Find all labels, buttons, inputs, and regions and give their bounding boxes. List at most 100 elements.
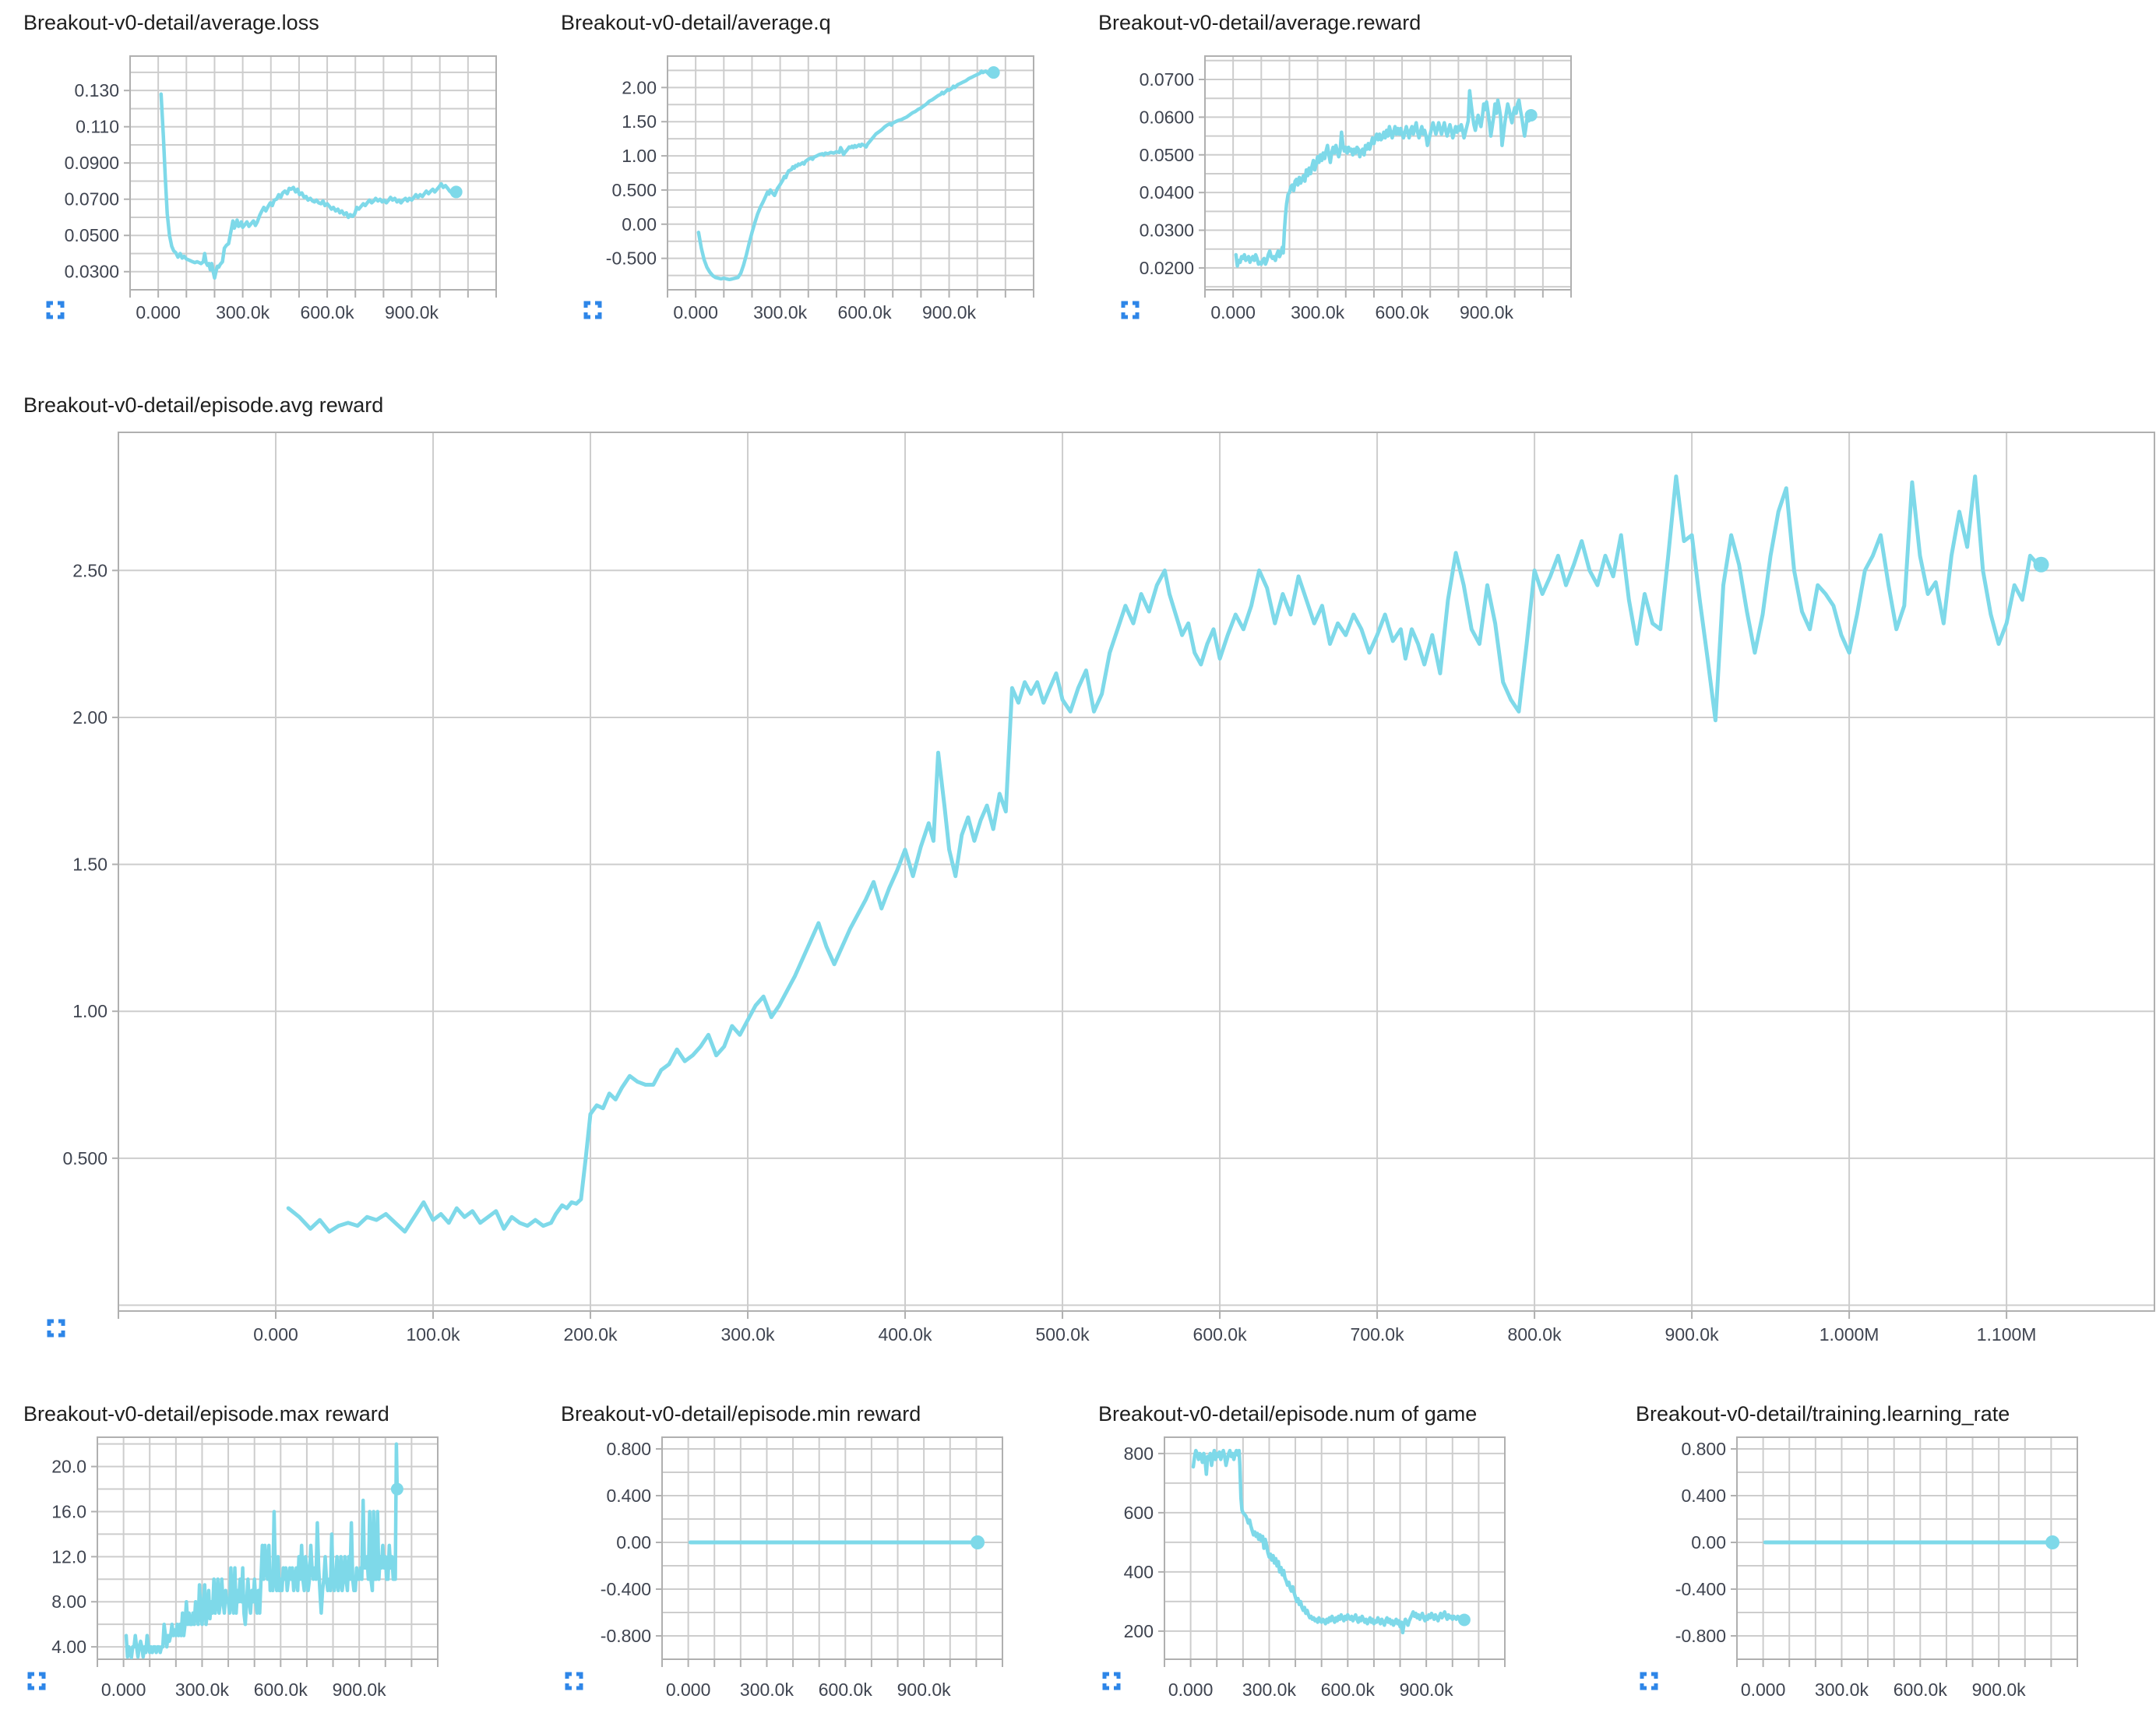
svg-text:1.00: 1.00 [622,146,657,166]
svg-text:0.800: 0.800 [1681,1439,1726,1459]
svg-text:900.0k: 900.0k [1400,1679,1454,1700]
svg-text:0.400: 0.400 [606,1486,651,1506]
expand-icon[interactable] [1101,1671,1122,1691]
svg-text:0.0300: 0.0300 [1140,220,1194,241]
svg-text:300.0k: 300.0k [1291,302,1345,322]
expand-icon[interactable] [45,300,65,320]
svg-text:600.0k: 600.0k [1321,1679,1376,1700]
svg-text:1.00: 1.00 [72,1001,107,1021]
plot-training-learning-rate: 0.000 300.0k 600.0k 900.0k 0.800 0.400 0.00 -0.… [1675,1436,2078,1700]
svg-text:900.0k: 900.0k [1665,1324,1720,1345]
svg-text:300.0k: 300.0k [1242,1679,1297,1700]
plot-average-reward: 0.000 300.0k 600.0k 900.0k 0.0700 0.0600 0.050… [1140,55,1572,322]
svg-text:1.50: 1.50 [622,111,657,132]
chart-title: Breakout-v0-detail/episode.avg reward [23,393,384,417]
svg-text:0.00: 0.00 [616,1532,651,1553]
svg-text:300.0k: 300.0k [753,302,808,322]
svg-text:600.0k: 600.0k [301,302,355,322]
svg-text:700.0k: 700.0k [1351,1324,1405,1345]
expand-icon[interactable] [1120,300,1140,320]
expand-icon[interactable] [1639,1671,1659,1691]
svg-text:200: 200 [1124,1621,1154,1641]
svg-text:0.000: 0.000 [673,302,718,322]
svg-text:-0.400: -0.400 [601,1579,651,1599]
svg-text:900.0k: 900.0k [897,1679,952,1700]
svg-text:800.0k: 800.0k [1508,1324,1562,1345]
svg-text:0.0900: 0.0900 [65,153,119,173]
svg-text:0.130: 0.130 [74,80,119,100]
svg-text:900.0k: 900.0k [922,302,977,322]
svg-text:100.0k: 100.0k [406,1324,460,1345]
svg-text:900.0k: 900.0k [1972,1679,2027,1700]
svg-text:-0.800: -0.800 [601,1626,651,1646]
chart-title: Breakout-v0-detail/episode.min reward [561,1402,921,1426]
svg-text:400.0k: 400.0k [879,1324,933,1345]
svg-text:300.0k: 300.0k [1815,1679,1869,1700]
plot-episode-avg-reward: 0.000 100.0k 200.0k 300.0k 400.0k 500.0k 600.0… [62,432,2155,1345]
svg-text:1.50: 1.50 [72,855,107,875]
svg-text:300.0k: 300.0k [740,1679,794,1700]
svg-text:4.00: 4.00 [51,1637,86,1657]
plot-episode-num-of-game: 0.000 300.0k 600.0k 900.0k 800 600 400 200 [1124,1436,1506,1700]
svg-text:0.000: 0.000 [101,1679,146,1700]
svg-text:0.0500: 0.0500 [1140,145,1194,165]
svg-text:600.0k: 600.0k [1376,302,1430,322]
svg-text:900.0k: 900.0k [333,1679,387,1700]
svg-text:600: 600 [1124,1503,1154,1523]
svg-text:600.0k: 600.0k [838,302,893,322]
plot-episode-min-reward: 0.000 300.0k 600.0k 900.0k 0.800 0.400 0.00 -0.… [601,1436,1003,1700]
svg-text:1.100M: 1.100M [1977,1324,2037,1345]
svg-text:8.00: 8.00 [51,1591,86,1612]
expand-icon[interactable] [26,1671,47,1691]
svg-text:-0.800: -0.800 [1675,1626,1726,1646]
chart-title: Breakout-v0-detail/average.q [561,11,831,34]
svg-text:0.000: 0.000 [253,1324,298,1345]
svg-text:0.0200: 0.0200 [1140,258,1194,278]
svg-text:0.000: 0.000 [666,1679,711,1700]
svg-text:0.00: 0.00 [1691,1532,1726,1553]
svg-text:0.110: 0.110 [76,117,119,137]
svg-text:0.0300: 0.0300 [65,262,119,282]
svg-text:20.0: 20.0 [51,1457,86,1477]
svg-text:600.0k: 600.0k [1894,1679,1948,1700]
svg-text:16.0: 16.0 [51,1501,86,1521]
chart-title: Breakout-v0-detail/training.learning_rat… [1636,1402,2010,1426]
chart-title: Breakout-v0-detail/episode.num of game [1098,1402,1478,1426]
svg-text:0.0700: 0.0700 [1140,69,1194,90]
svg-text:0.500: 0.500 [62,1148,107,1168]
plot-episode-max-reward: 0.000 300.0k 600.0k 900.0k 20.0 16.0 12.0 8.00 4… [51,1436,439,1700]
expand-icon[interactable] [46,1318,66,1338]
svg-text:300.0k: 300.0k [721,1324,776,1345]
svg-text:0.0400: 0.0400 [1140,182,1194,203]
svg-text:0.0500: 0.0500 [65,225,119,245]
svg-text:0.00: 0.00 [622,214,657,234]
svg-text:600.0k: 600.0k [1193,1324,1248,1345]
svg-text:2.00: 2.00 [622,77,657,97]
expand-icon[interactable] [564,1671,584,1691]
svg-text:1.000M: 1.000M [1820,1324,1879,1345]
svg-text:400: 400 [1124,1562,1154,1582]
svg-text:0.000: 0.000 [1741,1679,1786,1700]
plot-average-q: 0.000 300.0k 600.0k 900.0k 2.00 1.50 1.00 0.500… [606,55,1034,322]
svg-text:900.0k: 900.0k [1460,302,1514,322]
chart-title: Breakout-v0-detail/episode.max reward [23,1402,389,1426]
svg-text:300.0k: 300.0k [175,1679,230,1700]
plot-average-loss: 0.000 300.0k 600.0k 900.0k 0.130 0.110 0.0900 0… [65,55,497,322]
svg-text:0.0700: 0.0700 [65,189,119,210]
svg-text:0.000: 0.000 [136,302,181,322]
chart-title: Breakout-v0-detail/average.reward [1098,11,1421,34]
svg-text:0.0600: 0.0600 [1140,107,1194,127]
svg-text:800: 800 [1124,1443,1154,1464]
chart-title: Breakout-v0-detail/average.loss [23,11,319,34]
svg-text:2.50: 2.50 [72,560,107,580]
svg-text:300.0k: 300.0k [216,302,270,322]
svg-text:0.000: 0.000 [1168,1679,1214,1700]
svg-text:0.400: 0.400 [1681,1486,1726,1506]
svg-text:0.000: 0.000 [1210,302,1256,322]
expand-icon[interactable] [583,300,603,320]
svg-text:2.00: 2.00 [72,707,107,728]
svg-text:600.0k: 600.0k [819,1679,873,1700]
svg-text:-0.400: -0.400 [1675,1579,1726,1599]
svg-text:-0.500: -0.500 [606,248,657,269]
svg-text:500.0k: 500.0k [1036,1324,1090,1345]
